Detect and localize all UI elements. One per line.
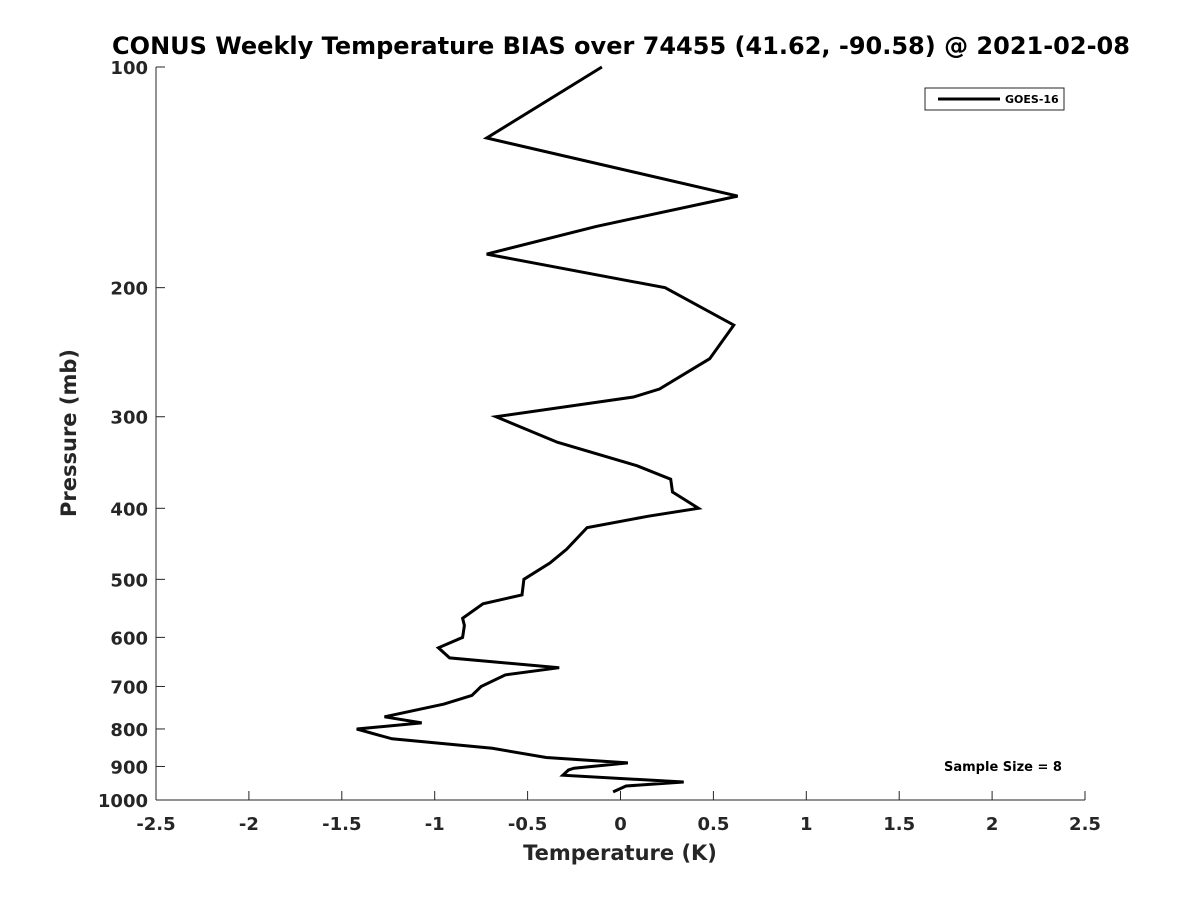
y-tick-label: 100 [110, 58, 148, 79]
legend: GOES-16 [925, 88, 1064, 110]
chart-title: CONUS Weekly Temperature BIAS over 74455… [112, 32, 1130, 60]
y-tick-label: 800 [110, 720, 148, 741]
x-tick-label: 1 [800, 814, 813, 835]
y-tick-label: 400 [110, 499, 148, 520]
x-tick-label: -1.5 [322, 814, 361, 835]
sample-size-annotation: Sample Size = 8 [944, 760, 1062, 775]
legend-label: GOES-16 [1005, 93, 1059, 106]
y-tick-label: 200 [110, 279, 148, 300]
y-tick-label: 600 [110, 628, 148, 649]
y-tick-label: 500 [110, 570, 148, 591]
x-tick-label: -2.5 [136, 814, 175, 835]
x-axis-label: Temperature (K) [523, 841, 717, 865]
y-tick-label: 300 [110, 408, 148, 429]
x-tick-label: -1 [425, 814, 445, 835]
y-tick-label: 1000 [98, 791, 148, 812]
x-tick-label: 1.5 [883, 814, 915, 835]
x-tick-label: -2 [239, 814, 259, 835]
y-tick-label: 900 [110, 757, 148, 778]
y-axis-label: Pressure (mb) [57, 349, 81, 517]
x-tick-label: 0 [614, 814, 627, 835]
x-tick-label: -0.5 [508, 814, 547, 835]
x-tick-label: 0.5 [697, 814, 729, 835]
x-tick-label: 2.5 [1069, 814, 1101, 835]
y-tick-label: 700 [110, 677, 148, 698]
x-tick-label: 2 [986, 814, 999, 835]
